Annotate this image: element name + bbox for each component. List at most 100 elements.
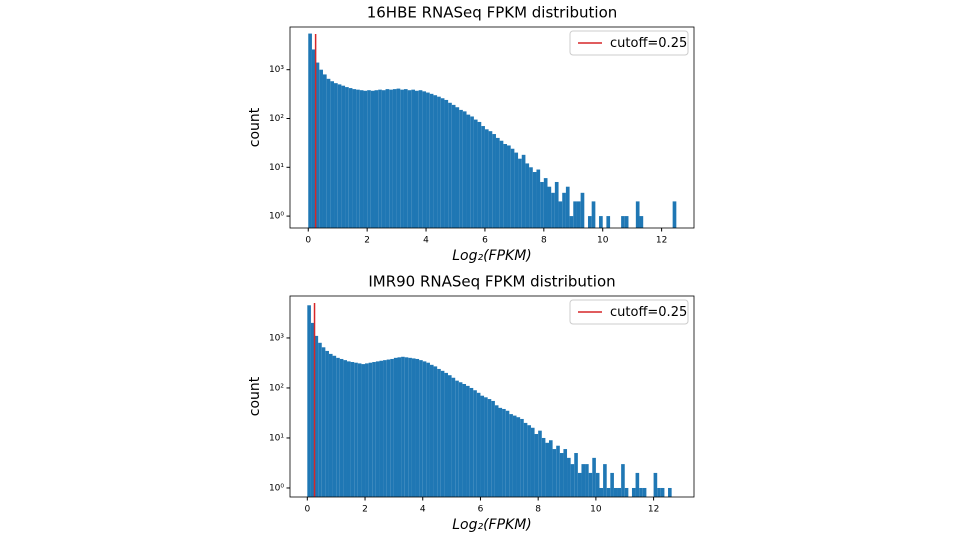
- bar: [547, 186, 552, 228]
- bar: [440, 98, 445, 228]
- y-tick-label: 10³: [269, 65, 284, 75]
- bar: [532, 172, 537, 228]
- bar: [470, 116, 474, 228]
- bar: [322, 74, 327, 229]
- bar: [372, 362, 376, 497]
- bar: [451, 377, 456, 497]
- bar: [570, 464, 575, 497]
- bar: [361, 364, 366, 497]
- x-tick-label: 2: [364, 236, 370, 246]
- bar: [657, 487, 661, 497]
- bar: [345, 87, 349, 228]
- bar: [516, 417, 521, 497]
- bar: [308, 33, 312, 229]
- bar: [494, 405, 499, 497]
- bar: [525, 163, 530, 228]
- bar: [617, 487, 622, 497]
- bar: [541, 437, 546, 497]
- bar: [503, 144, 508, 228]
- bar: [624, 487, 629, 497]
- bar: [411, 89, 415, 228]
- bar: [404, 357, 409, 497]
- bar: [393, 357, 398, 497]
- bar: [447, 375, 452, 497]
- bar: [499, 140, 504, 228]
- bar: [407, 90, 412, 228]
- bar: [588, 472, 593, 497]
- bar: [536, 169, 541, 228]
- bar: [484, 129, 489, 228]
- bar: [488, 131, 493, 228]
- bar: [343, 360, 347, 497]
- bar: [386, 359, 391, 497]
- bar: [368, 362, 373, 497]
- bar: [502, 408, 506, 497]
- bar: [548, 440, 553, 497]
- bar: [332, 355, 337, 497]
- bar: [642, 487, 647, 497]
- bar: [336, 357, 340, 497]
- bar: [529, 167, 533, 228]
- bar: [660, 487, 665, 497]
- bar: [543, 178, 548, 228]
- bar: [379, 360, 384, 497]
- bar: [403, 89, 408, 228]
- bar: [383, 360, 387, 497]
- bar: [521, 154, 526, 228]
- bar: [392, 89, 397, 228]
- bar: [325, 350, 329, 497]
- y-tick-label: 10³: [269, 333, 284, 343]
- bar: [422, 91, 427, 228]
- bar: [378, 89, 382, 228]
- bar: [400, 89, 404, 228]
- x-axis-label: Log₂(FPKM): [452, 517, 532, 533]
- y-axis-label: count: [247, 376, 263, 416]
- bar: [621, 216, 625, 228]
- bar: [419, 360, 423, 497]
- x-tick-label: 6: [482, 236, 488, 246]
- bar: [563, 449, 568, 497]
- bar: [558, 201, 563, 228]
- bar: [559, 453, 564, 497]
- bar: [426, 362, 430, 497]
- bar: [346, 361, 351, 497]
- x-tick-label: 8: [535, 505, 541, 515]
- bar: [401, 356, 405, 497]
- bar: [357, 363, 362, 497]
- bar: [613, 487, 618, 497]
- y-tick-label: 10¹: [269, 163, 284, 173]
- x-tick-label: 12: [648, 505, 659, 515]
- bar: [477, 121, 482, 228]
- bar: [334, 83, 338, 228]
- bar: [444, 372, 448, 497]
- x-tick-label: 10: [590, 505, 602, 515]
- bar: [509, 414, 513, 497]
- bar: [610, 472, 614, 497]
- bar: [520, 418, 524, 497]
- bar: [437, 96, 441, 228]
- bar: [411, 358, 416, 497]
- x-tick-label: 4: [423, 236, 429, 246]
- bar: [512, 415, 517, 497]
- bar: [455, 380, 459, 497]
- bar: [433, 366, 438, 497]
- bar: [426, 92, 430, 229]
- bar: [352, 89, 357, 228]
- bar: [365, 363, 369, 497]
- bar: [481, 126, 485, 228]
- bar: [455, 107, 460, 228]
- bar: [495, 137, 500, 228]
- bar: [587, 216, 592, 228]
- bar: [606, 216, 611, 228]
- bar: [487, 399, 492, 497]
- bar: [672, 201, 677, 228]
- bar: [381, 90, 386, 228]
- bar: [422, 361, 427, 497]
- bar: [621, 464, 625, 497]
- bar: [556, 445, 560, 497]
- bar: [389, 89, 393, 228]
- bar: [397, 357, 402, 497]
- bar: [311, 49, 316, 228]
- x-tick-label: 0: [304, 505, 310, 515]
